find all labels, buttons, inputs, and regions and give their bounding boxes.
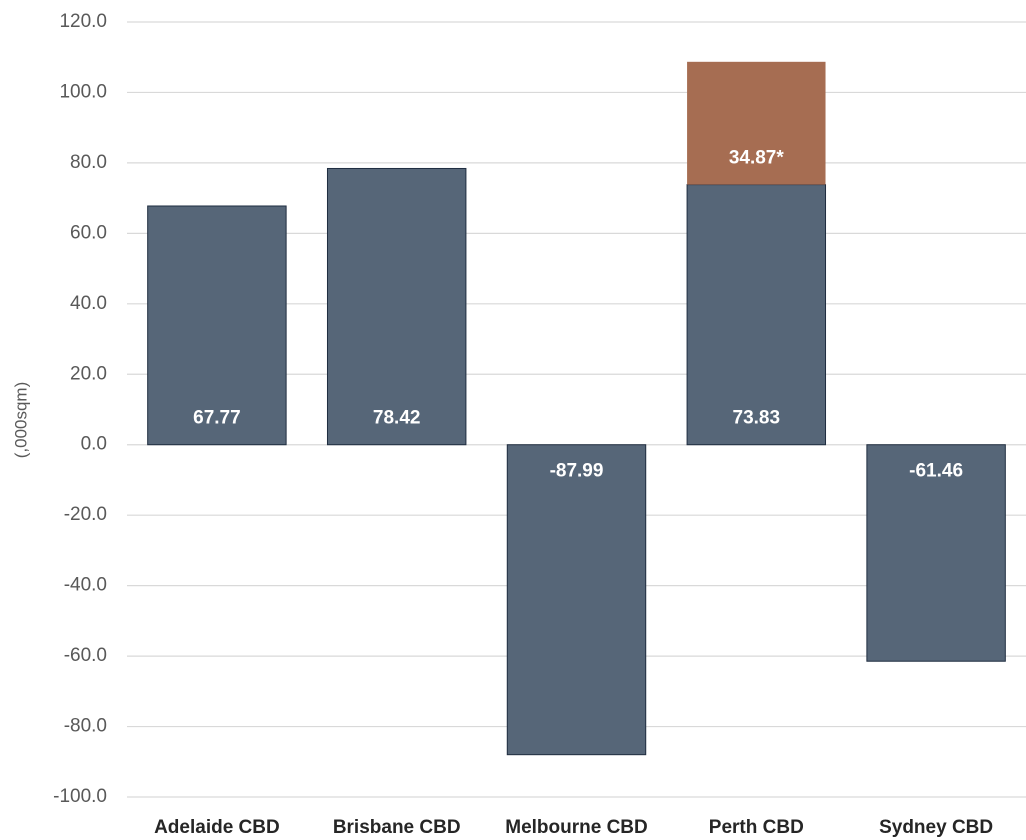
bar (147, 205, 287, 446)
x-tick-label: Brisbane CBD (333, 817, 461, 838)
y-tick-label: -80.0 (64, 716, 107, 737)
y-tick-label: -100.0 (53, 786, 107, 807)
x-tick-label: Perth CBD (709, 817, 804, 838)
y-tick-label: 20.0 (70, 363, 107, 384)
y-tick-label: 100.0 (59, 81, 107, 102)
x-tick-label: Adelaide CBD (154, 817, 280, 838)
y-tick-label: 120.0 (59, 11, 107, 32)
bar (866, 444, 1006, 662)
data-label: -87.99 (550, 461, 604, 482)
y-tick-label: -40.0 (64, 575, 107, 596)
y-tick-label: 40.0 (70, 293, 107, 314)
data-label: 73.83 (733, 408, 781, 429)
y-tick-label: 60.0 (70, 222, 107, 243)
y-tick-label: 0.0 (81, 434, 107, 455)
data-label: -61.46 (909, 461, 963, 482)
bar (687, 61, 826, 185)
data-label: 67.77 (193, 408, 241, 429)
bar (326, 167, 467, 446)
y-tick-label: 80.0 (70, 152, 107, 173)
bar (686, 184, 827, 446)
x-tick-label: Sydney CBD (879, 817, 993, 838)
data-label: 78.42 (373, 408, 421, 429)
y-axis-title: (,000sqm) (11, 382, 30, 459)
bar (506, 444, 647, 756)
data-label: 34.87* (729, 148, 785, 169)
y-tick-label: -60.0 (64, 645, 107, 666)
x-tick-label: Melbourne CBD (505, 817, 648, 838)
y-tick-label: -20.0 (64, 504, 107, 525)
